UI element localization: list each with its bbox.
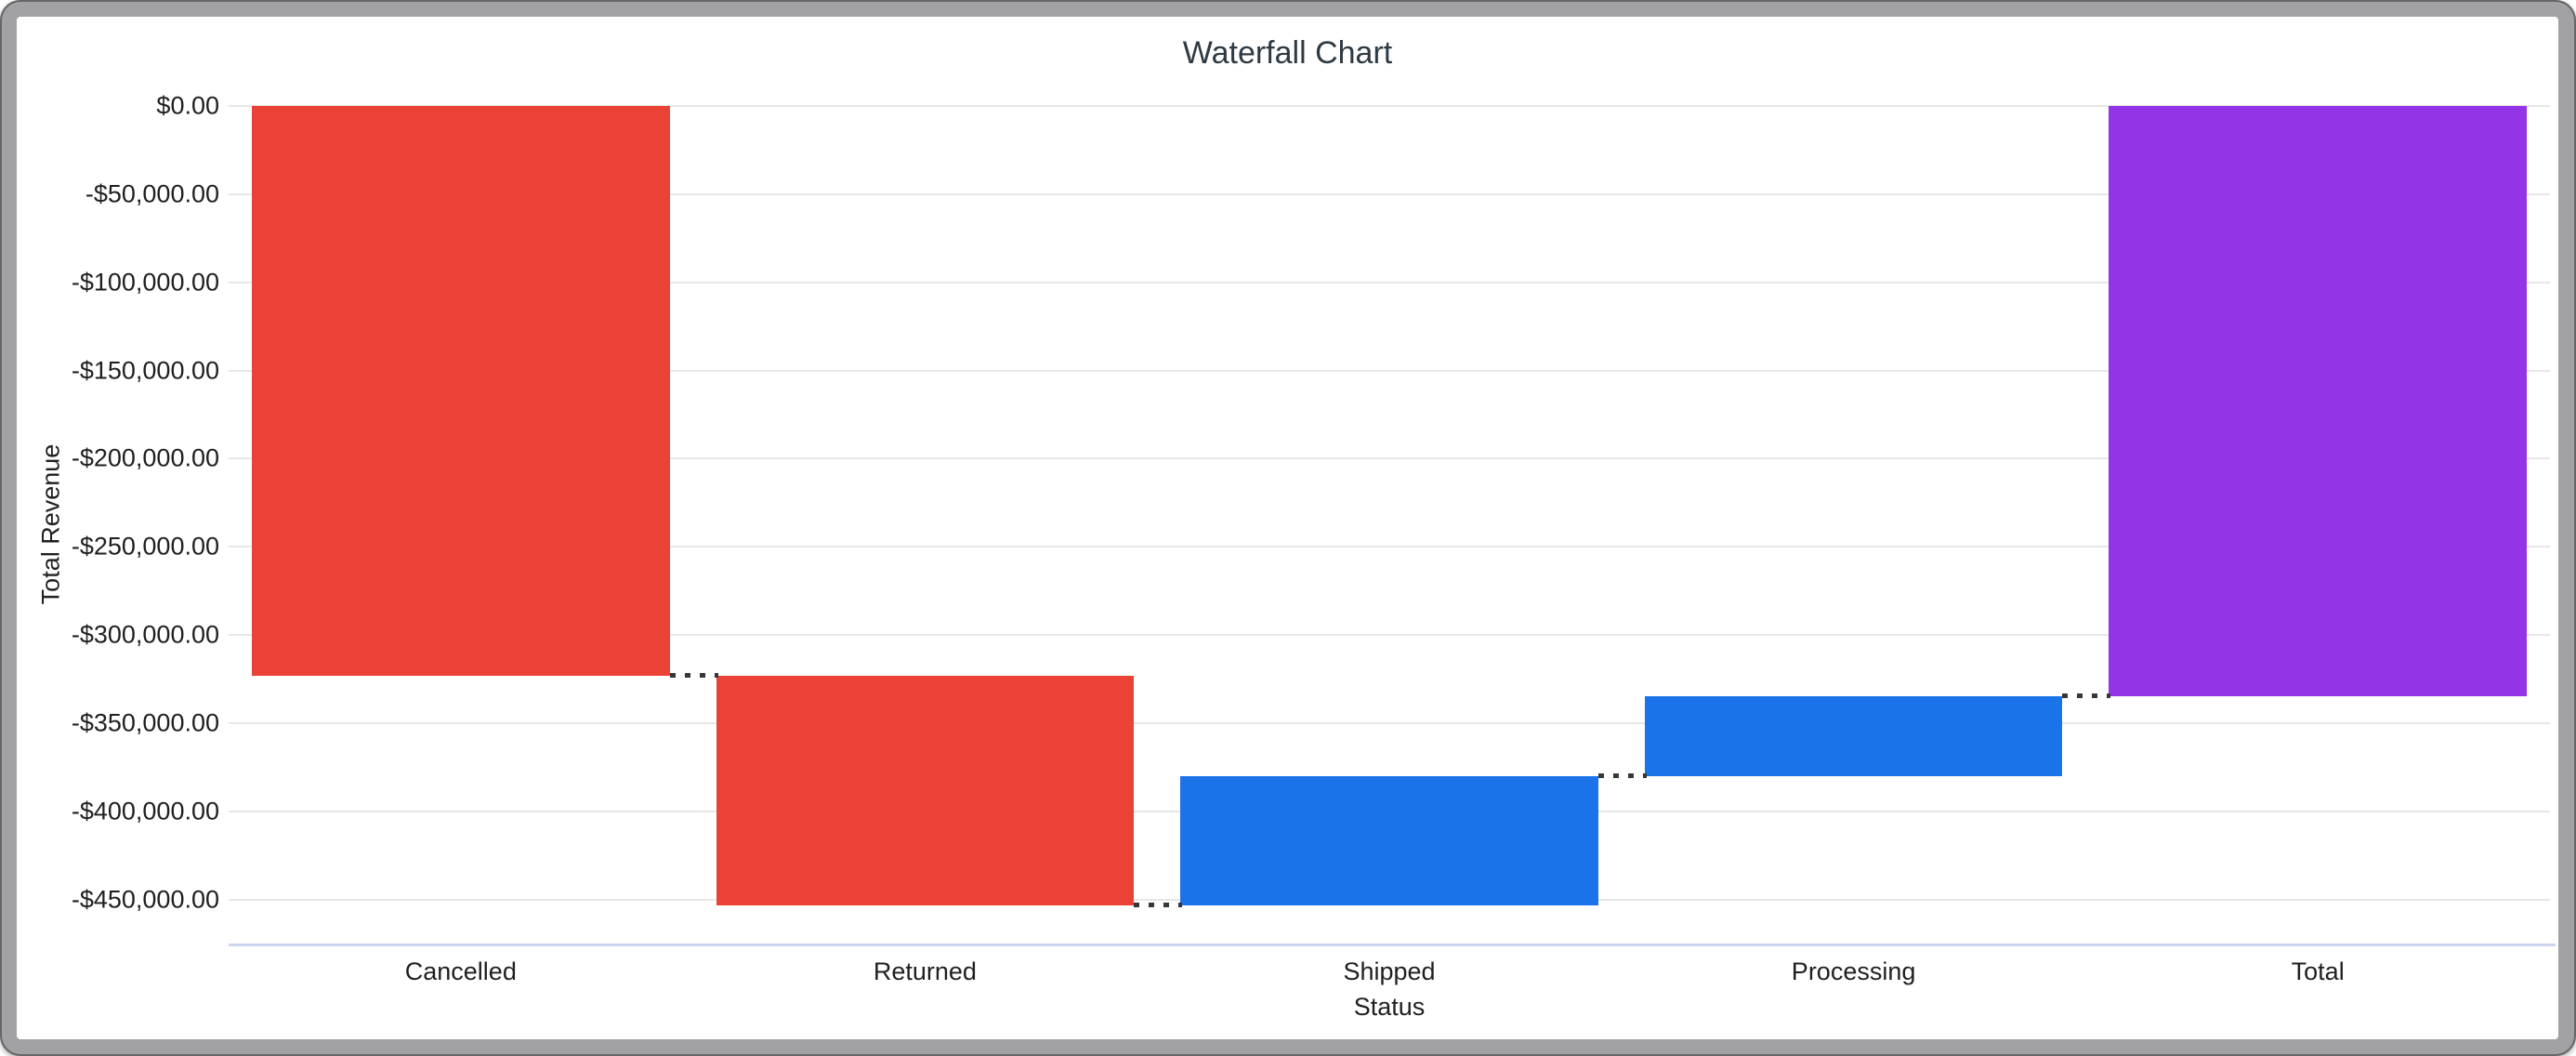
x-axis-title: Status: [1353, 993, 1426, 1021]
grid-line: [229, 634, 2550, 637]
waterfall-bar-shipped[interactable]: [1180, 776, 1598, 905]
y-tick-label: -$350,000.00: [71, 708, 219, 737]
y-tick-label: -$150,000.00: [71, 356, 219, 385]
y-tick-label: -$300,000.00: [71, 620, 219, 649]
chart-area: Waterfall Chart Total Revenue Status $0.…: [17, 17, 2558, 1039]
waterfall-bar-cancelled[interactable]: [251, 106, 670, 677]
grid-line: [229, 721, 2550, 724]
waterfall-bar-processing[interactable]: [1644, 696, 2063, 777]
waterfall-bar-returned[interactable]: [716, 676, 1135, 905]
x-axis-baseline: [229, 944, 2556, 946]
grid-line: [229, 457, 2550, 460]
grid-line: [229, 369, 2550, 372]
grid-line: [229, 192, 2550, 195]
waterfall-bar-total[interactable]: [2109, 106, 2527, 697]
chart-title: Waterfall Chart: [1182, 35, 1393, 71]
x-tick-label: Shipped: [1343, 957, 1436, 985]
connector-line: [2062, 693, 2111, 699]
y-tick-label: -$100,000.00: [71, 268, 219, 297]
grid-line: [229, 281, 2550, 284]
y-tick-label: -$200,000.00: [71, 443, 219, 472]
x-tick-label: Processing: [1791, 957, 1916, 985]
x-tick-label: Cancelled: [404, 957, 517, 985]
connector-line: [1597, 773, 1647, 779]
y-tick-label: -$50,000.00: [85, 179, 219, 208]
grid-line: [229, 105, 2550, 107]
y-tick-label: $0.00: [156, 91, 219, 120]
x-tick-label: Returned: [873, 957, 977, 985]
connector-line: [1134, 902, 1183, 907]
y-tick-label: -$450,000.00: [71, 885, 219, 914]
x-tick-label: Total: [2291, 957, 2345, 985]
y-tick-label: -$400,000.00: [71, 797, 219, 825]
y-tick-label: -$250,000.00: [71, 532, 219, 561]
grid-line: [229, 546, 2550, 548]
connector-line: [669, 673, 718, 679]
